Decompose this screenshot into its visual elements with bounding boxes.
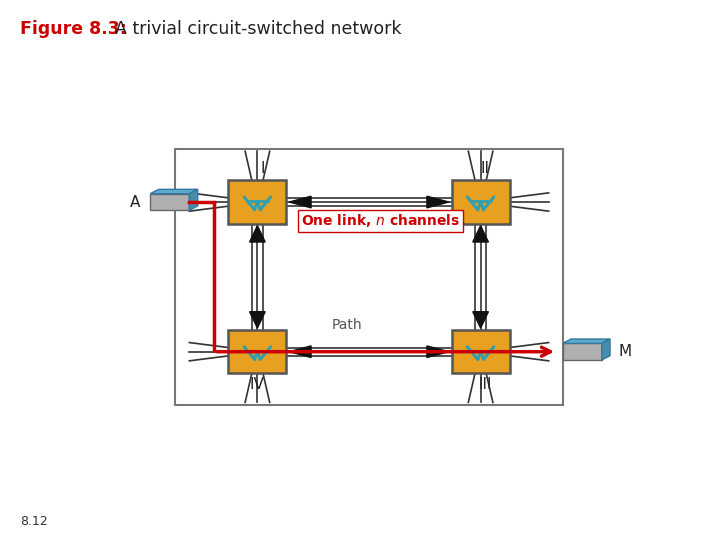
Bar	[451, 330, 510, 373]
Text: Path: Path	[331, 318, 362, 332]
Polygon shape	[473, 226, 488, 242]
Text: 8.12: 8.12	[20, 515, 48, 528]
Polygon shape	[150, 190, 198, 194]
Text: M: M	[618, 344, 631, 359]
Text: A trivial circuit-switched network: A trivial circuit-switched network	[104, 20, 402, 38]
Polygon shape	[250, 226, 265, 242]
Text: IV: IV	[250, 377, 265, 393]
Text: Figure 8.3:: Figure 8.3:	[20, 20, 127, 38]
Polygon shape	[427, 346, 449, 357]
Polygon shape	[250, 312, 265, 328]
Polygon shape	[427, 196, 449, 208]
Text: A: A	[130, 194, 140, 210]
Text: II: II	[480, 161, 490, 176]
Bar	[176, 149, 562, 404]
Bar	[150, 194, 189, 210]
Bar	[228, 180, 287, 224]
Text: I: I	[261, 161, 265, 176]
Polygon shape	[602, 339, 610, 360]
Bar	[562, 343, 602, 360]
Polygon shape	[289, 196, 311, 208]
Polygon shape	[289, 346, 311, 357]
Polygon shape	[562, 339, 610, 343]
Polygon shape	[473, 312, 488, 328]
Bar	[228, 330, 287, 373]
Bar	[451, 180, 510, 224]
Text: One link, $n$ channels: One link, $n$ channels	[300, 212, 460, 230]
Text: III: III	[478, 377, 492, 393]
Polygon shape	[189, 190, 198, 210]
